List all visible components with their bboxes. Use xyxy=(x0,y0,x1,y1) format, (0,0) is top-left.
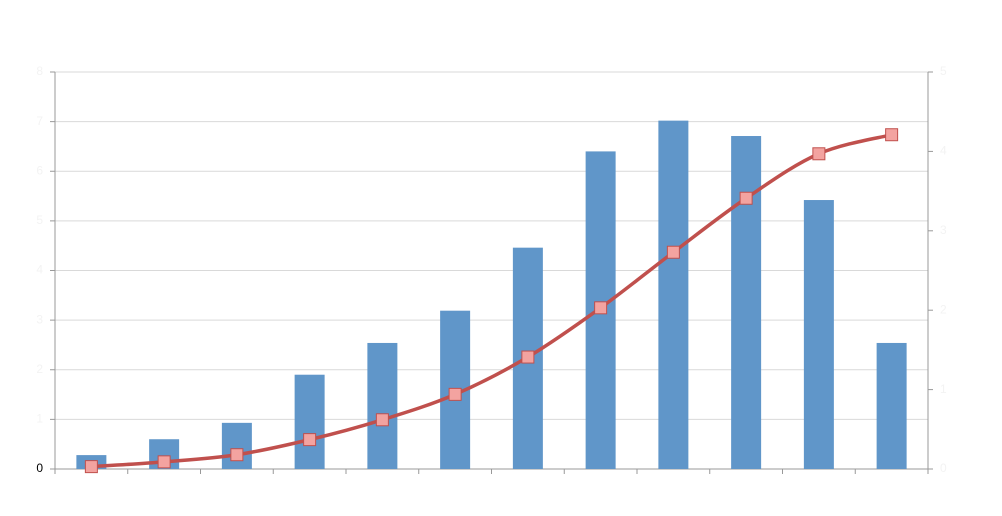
y-tick-label: 8 xyxy=(36,64,43,78)
line-marker xyxy=(84,460,98,474)
line xyxy=(91,133,893,469)
line-marker xyxy=(521,350,535,364)
bar xyxy=(731,136,762,470)
bar xyxy=(294,374,325,469)
y-tick-label: 0 xyxy=(36,461,43,475)
y2-tick-label: 4 xyxy=(940,144,947,158)
line-marker xyxy=(448,387,462,401)
y2-tick-label: 1 xyxy=(940,382,947,396)
line-marker xyxy=(812,147,826,161)
y-tick-label: 1 xyxy=(36,412,43,426)
y-tick-label: 5 xyxy=(36,213,43,227)
y2-tick-label: 5 xyxy=(940,64,947,78)
y2-tick-label: 0 xyxy=(940,461,947,475)
line-marker xyxy=(739,191,753,205)
bar xyxy=(803,200,834,469)
line-marker xyxy=(157,455,171,469)
line-marker xyxy=(666,245,680,259)
y-tick-label: 3 xyxy=(36,312,43,326)
bar xyxy=(658,120,689,469)
y2-tick-label: 2 xyxy=(940,302,947,316)
y-tick-label: 7 xyxy=(36,114,43,128)
y-tick-label: 2 xyxy=(36,362,43,376)
line-marker xyxy=(885,128,899,142)
bar xyxy=(221,422,252,469)
line-marker xyxy=(230,448,244,462)
line-marker xyxy=(594,301,608,315)
bar xyxy=(367,342,398,469)
y2-tick-label: 3 xyxy=(940,223,947,237)
bar xyxy=(876,342,907,469)
line-marker xyxy=(303,433,317,447)
y-tick-label: 4 xyxy=(36,263,43,277)
y-tick-label: 6 xyxy=(36,163,43,177)
line-marker xyxy=(375,413,389,427)
